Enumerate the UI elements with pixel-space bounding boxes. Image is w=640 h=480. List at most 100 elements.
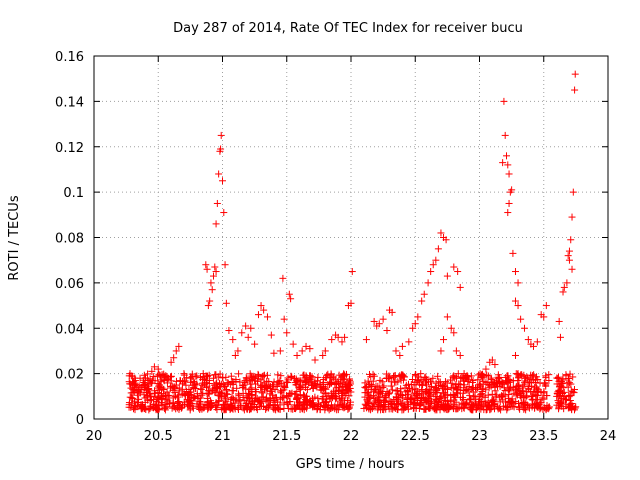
- data-point: [397, 385, 405, 393]
- data-point: [527, 387, 535, 395]
- data-point: [516, 405, 524, 413]
- data-point: [306, 345, 314, 353]
- data-point: [175, 384, 183, 392]
- data-point: [191, 379, 199, 387]
- data-point: [287, 295, 295, 303]
- data-point: [431, 383, 439, 391]
- data-point: [226, 380, 234, 388]
- data-point: [257, 302, 265, 310]
- data-point: [311, 356, 319, 364]
- data-point: [511, 386, 519, 394]
- data-point: [203, 265, 211, 273]
- data-point: [167, 372, 175, 380]
- data-point: [452, 398, 460, 406]
- data-point: [289, 340, 297, 348]
- data-point: [160, 392, 168, 400]
- data-point: [169, 399, 177, 407]
- x-tick-label: 22: [343, 429, 360, 444]
- data-point: [266, 396, 274, 404]
- data-point: [380, 398, 388, 406]
- data-point: [137, 401, 145, 409]
- data-point: [231, 399, 239, 407]
- data-point: [200, 404, 208, 412]
- data-point: [398, 406, 406, 414]
- data-point: [307, 401, 315, 409]
- data-point: [484, 391, 492, 399]
- y-tick-label: 0.02: [55, 368, 84, 383]
- data-point: [421, 374, 429, 382]
- data-point: [463, 385, 471, 393]
- data-point: [176, 401, 184, 409]
- data-point: [555, 386, 563, 394]
- data-point: [420, 405, 428, 413]
- data-point: [334, 333, 342, 341]
- data-point: [455, 403, 463, 411]
- data-point: [228, 387, 236, 395]
- data-point: [522, 406, 530, 414]
- data-point: [443, 313, 451, 321]
- data-point: [460, 404, 468, 412]
- data-point: [406, 384, 414, 392]
- data-point: [399, 376, 407, 384]
- data-point: [284, 376, 292, 384]
- data-point: [321, 347, 329, 355]
- data-point: [285, 290, 293, 298]
- data-point: [361, 379, 369, 387]
- data-point: [507, 383, 515, 391]
- data-point: [520, 324, 528, 332]
- data-point: [411, 320, 419, 328]
- data-point: [288, 373, 296, 381]
- data-point: [309, 401, 317, 409]
- data-point: [392, 400, 400, 408]
- data-point: [298, 347, 306, 355]
- data-point: [322, 385, 330, 393]
- data-point: [571, 70, 579, 78]
- data-point: [327, 374, 335, 382]
- data-point: [197, 394, 205, 402]
- data-point: [440, 400, 448, 408]
- data-point: [300, 398, 308, 406]
- data-point: [475, 404, 483, 412]
- data-point: [523, 373, 531, 381]
- data-point: [140, 391, 148, 399]
- data-point: [443, 272, 451, 280]
- data-point: [270, 349, 278, 357]
- data-point: [347, 299, 355, 307]
- data-point: [129, 379, 137, 387]
- data-point: [450, 263, 458, 271]
- data-point: [134, 387, 142, 395]
- data-point: [370, 395, 378, 403]
- data-point: [338, 338, 346, 346]
- x-axis-label: GPS time / hours: [296, 457, 405, 472]
- data-point: [129, 389, 137, 397]
- data-point: [335, 383, 343, 391]
- data-point: [334, 378, 342, 386]
- data-point: [473, 403, 481, 411]
- y-tick-label: 0.1: [63, 186, 84, 201]
- data-point: [454, 405, 462, 413]
- data-point: [376, 384, 384, 392]
- data-point: [334, 388, 342, 396]
- data-point: [509, 377, 517, 385]
- data-point: [373, 398, 381, 406]
- data-point: [164, 397, 172, 405]
- data-point: [388, 386, 396, 394]
- data-point: [362, 336, 370, 344]
- data-point: [178, 390, 186, 398]
- x-tick-label: 24: [600, 429, 617, 444]
- data-point: [234, 390, 242, 398]
- data-point: [375, 320, 383, 328]
- data-point: [238, 329, 246, 337]
- data-point: [537, 388, 545, 396]
- data-point: [280, 393, 288, 401]
- data-point: [203, 382, 211, 390]
- data-point: [259, 372, 267, 380]
- data-point: [225, 327, 233, 335]
- data-point: [222, 299, 230, 307]
- data-point: [244, 333, 252, 341]
- data-point: [167, 373, 175, 381]
- data-point: [524, 336, 532, 344]
- data-point: [228, 394, 236, 402]
- data-point: [299, 405, 307, 413]
- data-point: [321, 384, 329, 392]
